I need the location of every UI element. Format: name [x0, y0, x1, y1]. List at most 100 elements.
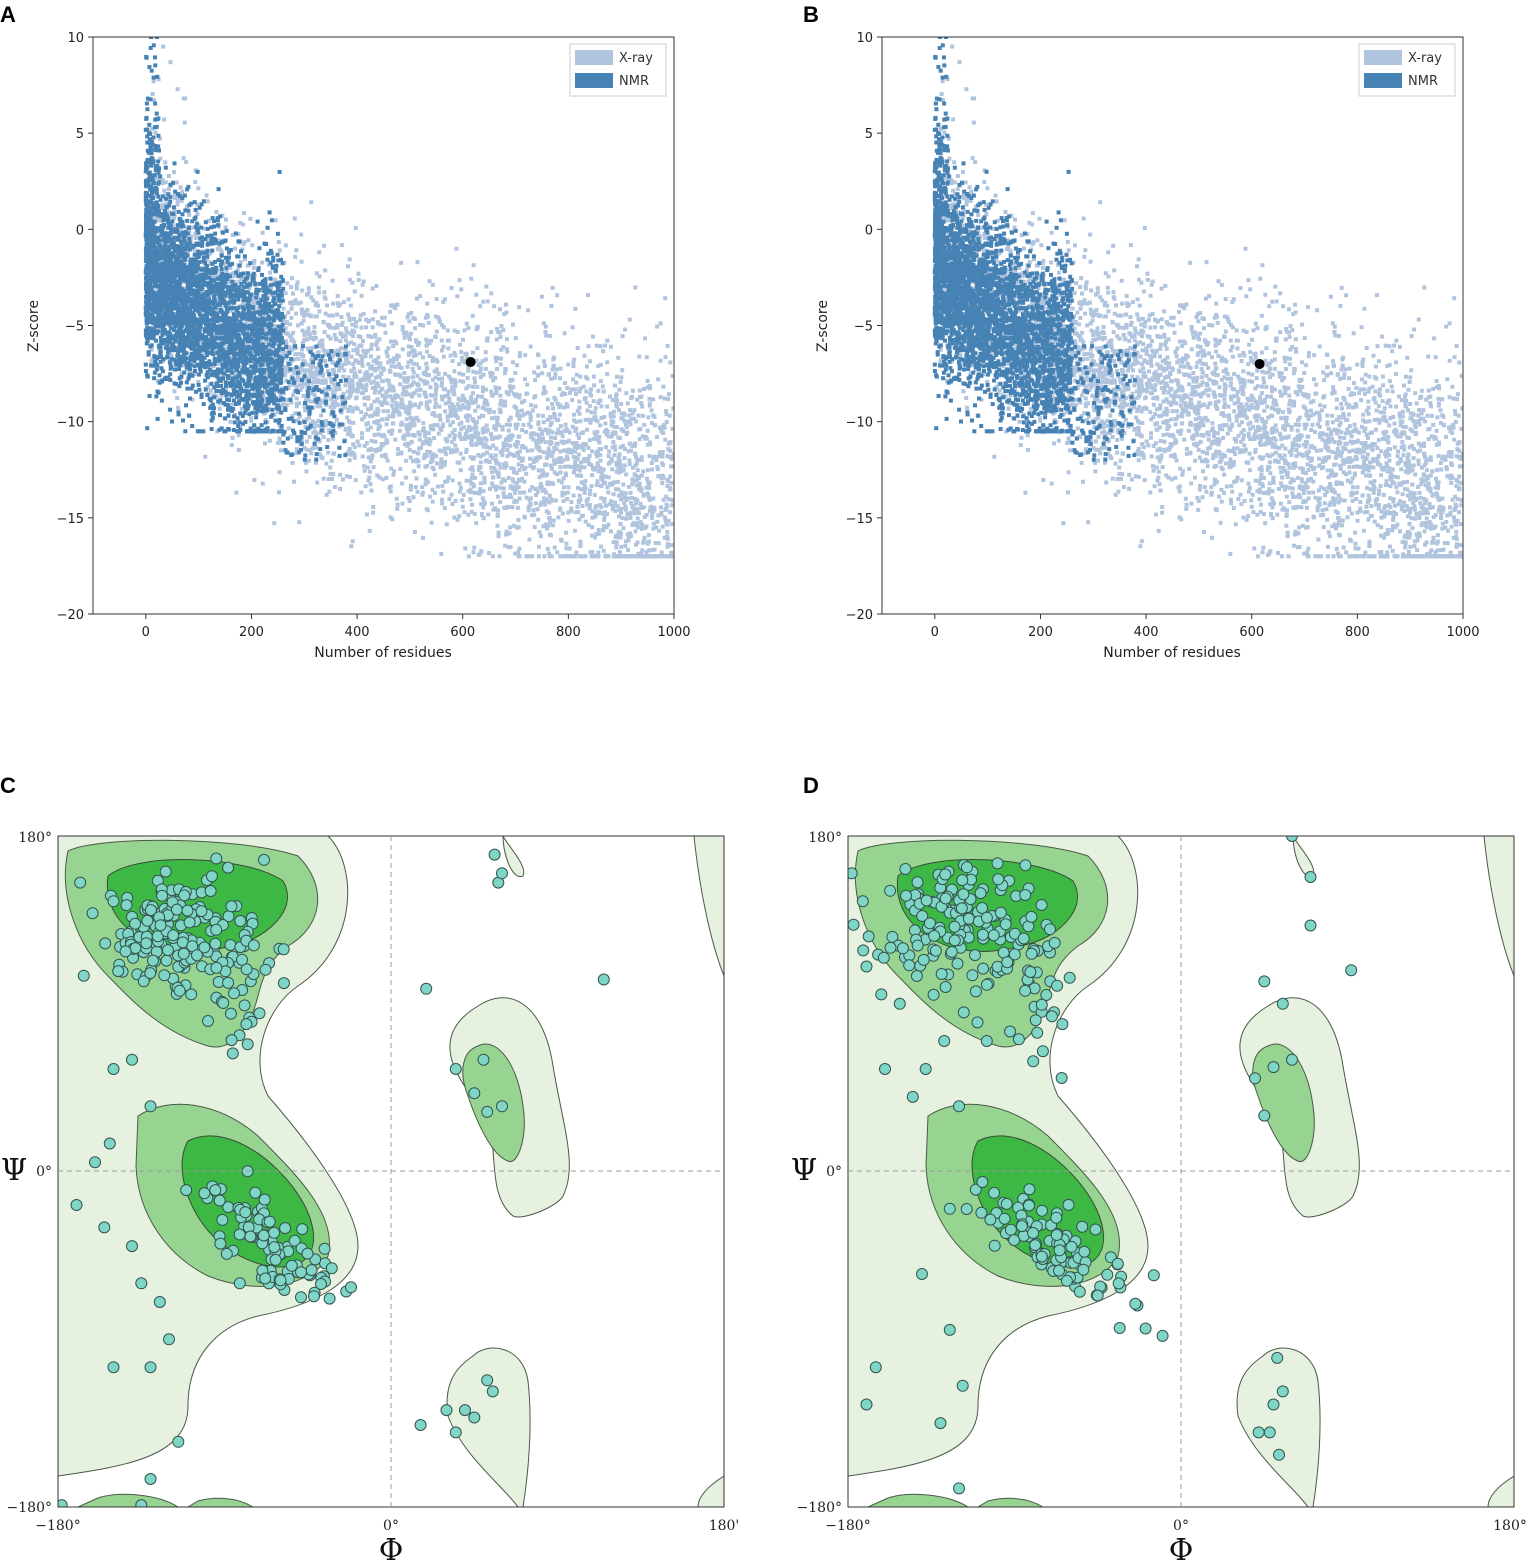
xray-point [490, 455, 495, 460]
xray-point [193, 180, 198, 184]
xray-point [609, 499, 614, 504]
xray-point [418, 351, 423, 356]
nmr-point [166, 350, 171, 355]
xray-point [335, 294, 340, 298]
xray-point [582, 465, 587, 470]
xray-point [451, 378, 455, 382]
xray-point [592, 410, 597, 415]
xray-point [565, 403, 570, 408]
xray-point [635, 540, 640, 545]
xray-point [307, 434, 312, 439]
xray-point [472, 484, 476, 489]
xray-point [631, 511, 636, 516]
xray-point [425, 449, 430, 454]
xray-point [475, 324, 480, 329]
xray-point [443, 401, 448, 406]
xray-point [599, 484, 604, 489]
xray-point [416, 451, 421, 456]
xray-point [461, 492, 466, 497]
xray-point [614, 394, 618, 399]
xray-point [432, 436, 437, 440]
xray-point [245, 280, 249, 285]
xray-point [343, 398, 348, 403]
xray-point [535, 490, 540, 494]
xray-point [369, 438, 374, 443]
xray-point [490, 481, 495, 486]
xray-point [469, 509, 474, 514]
xray-point [489, 330, 494, 335]
xray-point [590, 525, 595, 530]
nmr-point [203, 387, 208, 392]
xray-point [665, 454, 670, 459]
xray-point [349, 354, 354, 359]
xray-point [389, 386, 394, 391]
xray-point [331, 472, 336, 477]
xray-point [499, 398, 504, 403]
xray-point [574, 426, 579, 431]
xray-point [439, 457, 444, 462]
xray-point [507, 418, 512, 423]
xray-point [466, 384, 471, 389]
xray-point [328, 465, 333, 470]
xray-point [527, 537, 532, 542]
xray-point [601, 389, 606, 394]
xray-point [474, 292, 479, 297]
xray-point [417, 437, 422, 442]
xray-point [629, 396, 634, 400]
xray-point [663, 554, 668, 559]
xray-point [517, 546, 522, 551]
xray-point [572, 412, 577, 417]
xray-point [572, 445, 577, 450]
xray-point [663, 507, 668, 512]
nmr-point [208, 362, 213, 367]
xray-point [619, 497, 624, 502]
xray-point [396, 354, 401, 359]
xray-point [614, 469, 619, 474]
xray-point [629, 495, 634, 500]
xray-point [551, 518, 556, 523]
xray-point [399, 405, 404, 410]
xray-point [513, 394, 518, 399]
xray-point [215, 299, 220, 304]
xray-point [332, 485, 337, 489]
xray-point [658, 395, 663, 400]
xray-point [299, 365, 304, 370]
xray-point [592, 383, 597, 388]
xray-point [425, 508, 430, 513]
xray-point [310, 446, 315, 451]
xray-point [520, 456, 525, 461]
xray-point [623, 539, 628, 544]
xray-point [337, 424, 342, 429]
nmr-point [152, 173, 157, 178]
xray-point [646, 495, 651, 500]
xray-point [504, 310, 509, 315]
xray-point [364, 412, 368, 417]
xray-point [602, 524, 606, 529]
xray-point [592, 415, 597, 420]
xray-point [577, 389, 582, 394]
xray-point [436, 315, 441, 320]
xray-point [375, 421, 380, 426]
nmr-point [177, 384, 182, 389]
xray-point [366, 448, 371, 453]
xray-point [331, 301, 336, 306]
xray-point [362, 402, 367, 407]
xray-point [369, 346, 374, 351]
xray-point [536, 447, 541, 451]
xray-point [423, 315, 428, 320]
nmr-point [228, 274, 232, 279]
xray-point [300, 385, 305, 390]
xray-point [414, 296, 419, 301]
xray-point [575, 408, 580, 413]
xray-point [646, 415, 651, 420]
xray-point [243, 301, 248, 306]
xray-point [313, 314, 318, 319]
xray-point [587, 403, 592, 408]
xray-point [391, 303, 396, 308]
xray-point [281, 306, 286, 311]
xray-point [404, 417, 409, 422]
xray-point [613, 487, 618, 492]
xray-point [645, 442, 650, 447]
xray-point [500, 425, 505, 430]
xray-point [619, 544, 624, 549]
